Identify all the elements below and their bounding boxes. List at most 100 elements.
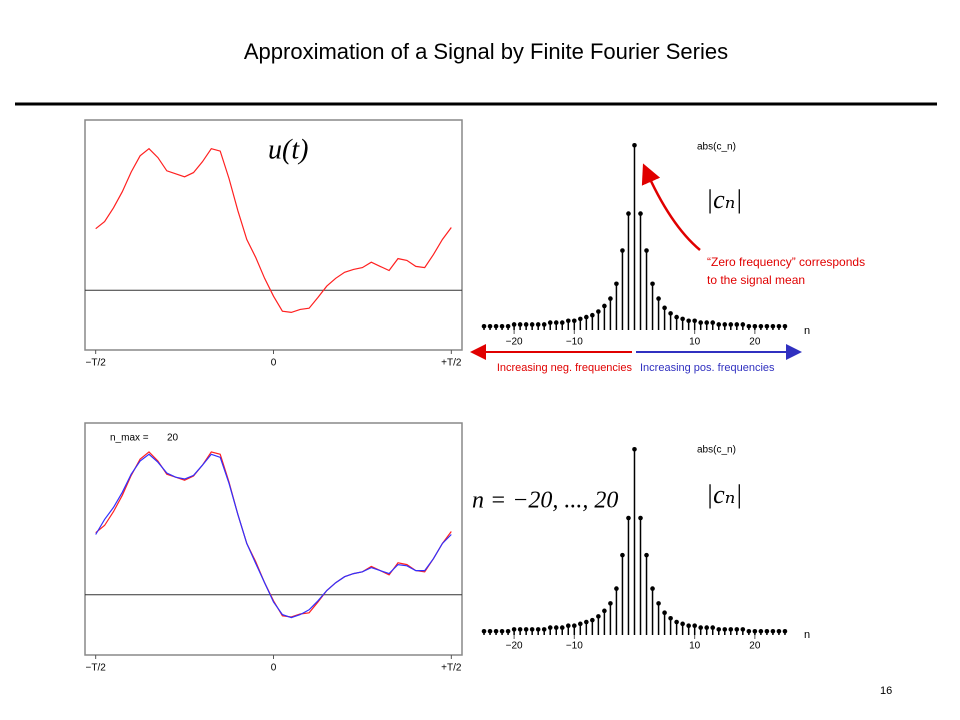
stem-marker	[481, 324, 487, 329]
signal-line	[95, 453, 452, 619]
stem-marker	[650, 281, 655, 287]
stem-marker	[517, 627, 523, 632]
stem-marker	[776, 628, 782, 634]
signal-annotation: u(t)	[268, 134, 308, 165]
stem-marker	[584, 619, 589, 625]
stem-marker	[578, 621, 583, 627]
stem-marker	[638, 515, 643, 521]
stem-marker	[541, 322, 547, 327]
stem-marker	[626, 211, 631, 216]
stem-marker	[734, 627, 740, 632]
stem-marker	[596, 614, 601, 619]
stem-marker	[559, 320, 565, 325]
stem-marker	[529, 322, 535, 327]
x-tick-label: −T/2	[86, 358, 107, 369]
stem-marker	[656, 296, 661, 301]
stem-marker	[547, 320, 553, 325]
stem-marker	[746, 324, 752, 329]
stem-marker	[620, 552, 625, 558]
stem-marker	[728, 627, 734, 632]
stem-marker	[614, 281, 619, 287]
x-tick-label: +T/2	[441, 663, 462, 674]
page-number: 16	[880, 685, 892, 697]
stem-marker	[686, 318, 691, 324]
stem-marker	[698, 625, 703, 630]
stem-marker	[529, 627, 535, 632]
y-axis-label: abs(c_n)	[697, 445, 736, 456]
stem-marker	[523, 322, 529, 327]
n-max-label: n_max =	[110, 433, 149, 444]
stem-marker	[704, 320, 710, 325]
stem-marker	[511, 322, 517, 327]
stem-marker	[782, 324, 788, 329]
stem-marker	[710, 625, 716, 630]
x-tick-label: −10	[566, 641, 583, 652]
stem-marker	[668, 311, 673, 316]
stem-marker	[740, 627, 746, 632]
stem-marker	[710, 320, 716, 325]
neg-label: Increasing neg. frequencies	[497, 362, 633, 374]
stem-marker	[746, 628, 752, 634]
stem-marker	[565, 623, 571, 629]
x-tick-label: −20	[506, 641, 523, 652]
stem-marker	[596, 309, 601, 314]
x-tick-label: −T/2	[86, 663, 107, 674]
stem-marker	[608, 296, 613, 301]
stem-marker	[535, 322, 541, 327]
stem-marker	[704, 625, 710, 630]
stem-marker	[578, 316, 583, 322]
stem-marker	[680, 621, 685, 627]
stem-marker	[728, 322, 734, 327]
stem-marker	[734, 322, 740, 327]
stem-marker	[541, 627, 547, 632]
x-tick-label: −20	[506, 337, 523, 348]
stem-marker	[698, 320, 703, 325]
stem-marker	[644, 248, 649, 253]
stem-marker	[674, 619, 679, 625]
stem-marker	[722, 627, 728, 632]
stem-marker	[740, 322, 746, 327]
x-tick-label: 10	[689, 641, 701, 652]
stem-marker	[668, 615, 673, 621]
stem-marker	[481, 628, 487, 634]
stem-marker	[584, 314, 589, 320]
stem-marker	[716, 627, 722, 632]
pos-label: Increasing pos. frequencies	[640, 362, 775, 374]
stem-marker	[535, 627, 541, 632]
stem-marker	[511, 627, 517, 632]
x-tick-label: 20	[749, 337, 761, 348]
stem-marker	[547, 625, 553, 630]
stem-marker	[517, 322, 523, 327]
stem-marker	[722, 322, 728, 327]
stem-marker	[565, 318, 571, 324]
stem-marker	[487, 628, 493, 634]
x-tick-label: 0	[271, 358, 277, 369]
stem-marker	[662, 610, 667, 616]
stem-marker	[493, 628, 499, 634]
range-annotation: n = −20, ..., 20	[472, 488, 618, 514]
stem-marker	[571, 623, 577, 629]
stem-marker	[764, 628, 770, 634]
stem-marker	[632, 446, 637, 452]
stem-marker	[662, 305, 667, 311]
stem-marker	[758, 628, 764, 634]
y-axis-label: abs(c_n)	[697, 142, 736, 153]
x-tick-label: 20	[749, 641, 761, 652]
stem-marker	[590, 617, 595, 623]
stem-marker	[505, 628, 511, 634]
x-tick-label: 10	[689, 337, 701, 348]
stem-marker	[650, 586, 655, 591]
stem-marker	[523, 627, 529, 632]
stem-marker	[692, 318, 697, 324]
signal-line	[95, 451, 452, 618]
signal-line	[95, 147, 452, 314]
annotation-text: “Zero frequency” corresponds	[707, 255, 865, 269]
stem-marker	[626, 515, 631, 521]
stem-marker	[776, 324, 782, 329]
x-tick-label: +T/2	[441, 358, 462, 369]
stem-marker	[782, 628, 788, 634]
stem-marker	[686, 623, 691, 629]
x-tick-label: 0	[271, 663, 277, 674]
slide-title: Approximation of a Signal by Finite Four…	[244, 39, 728, 64]
